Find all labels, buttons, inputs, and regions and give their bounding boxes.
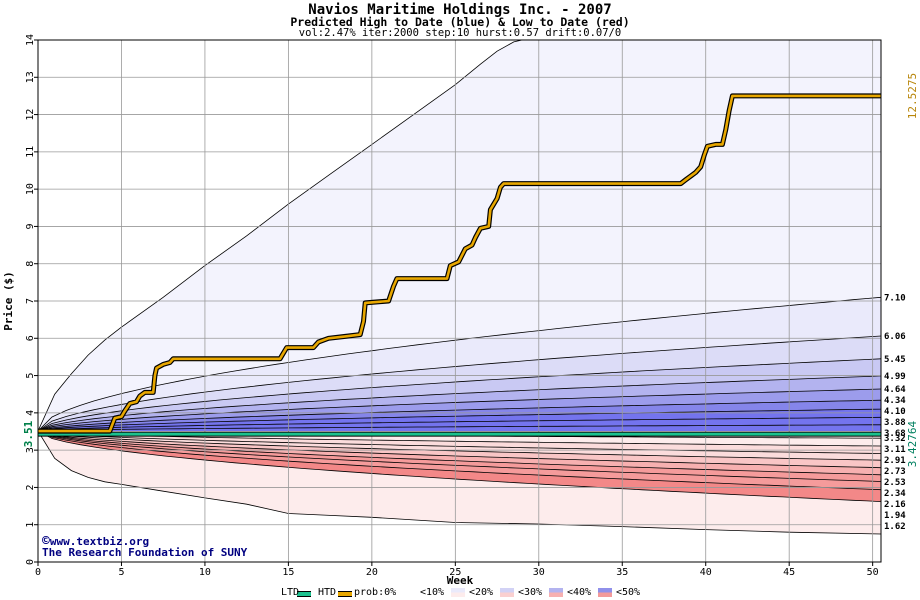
y-tick-label: 11 xyxy=(25,146,36,158)
band-end-label: 7.10 xyxy=(884,293,906,303)
x-tick-label: 35 xyxy=(616,567,628,578)
y-tick-label: 2 xyxy=(25,484,36,490)
x-tick-label: 10 xyxy=(199,567,211,578)
x-tick-label: 45 xyxy=(783,567,795,578)
chart-subtitle: Predicted High to Date (blue) & Low to D… xyxy=(290,15,630,29)
legend-prob-50: <50% xyxy=(616,587,641,598)
credit-url[interactable]: www.textbiz.org xyxy=(49,535,150,548)
band-end-label: 3.88 xyxy=(884,418,906,428)
band-boundary xyxy=(38,430,881,447)
band-end-labels: 7.10 6.06 5.45 4.99 4.644.344.103.883.683.32… xyxy=(884,293,906,532)
chart-title: Navios Maritime Holdings Inc. - 2007 xyxy=(308,2,612,18)
y-tick-label: 7 xyxy=(25,298,36,304)
y-tick-label: 10 xyxy=(25,183,36,195)
band-end-label: 2.91 xyxy=(884,456,906,466)
band-boundary xyxy=(38,408,881,432)
band-end-label: 5.45 xyxy=(884,355,906,365)
x-tick-label: 40 xyxy=(700,567,712,578)
htd-swatch xyxy=(338,591,352,597)
y-tick-label: 4 xyxy=(25,410,36,416)
x-tick-label: 5 xyxy=(118,567,124,578)
band-end-label: 4.64 xyxy=(884,385,906,395)
band-boundary xyxy=(38,416,881,432)
y-tick-label: 13 xyxy=(25,71,36,83)
band-boundary xyxy=(38,335,881,432)
band-boundary xyxy=(38,430,881,454)
band-boundary xyxy=(38,296,881,432)
band-end-label: 1.94 xyxy=(884,511,906,521)
band-boundary xyxy=(38,388,881,432)
credit-url-line: ©www.textbiz.org xyxy=(42,534,149,549)
legend: LTD HTD prob:0% <10% <20% <30% <40% <50% xyxy=(0,587,920,600)
band-end-label: 2.73 xyxy=(884,467,906,477)
band-end-label: 4.99 xyxy=(884,372,906,382)
band-end-label: 3.32 xyxy=(884,434,906,444)
prob-0-swatch xyxy=(402,588,416,597)
band-end-label: 4.34 xyxy=(884,396,906,406)
end-high-value: 12.5275 xyxy=(906,73,919,119)
band-boundary xyxy=(38,424,881,432)
end-low-value: 3.42764 xyxy=(906,420,919,467)
x-tick-label: 50 xyxy=(867,567,879,578)
legend-prob-40: <40% xyxy=(567,587,592,598)
y-tick-label: 9 xyxy=(25,223,36,229)
band-boundary xyxy=(38,430,881,469)
prob-30-swatch xyxy=(549,588,563,597)
x-tick-label: 20 xyxy=(366,567,378,578)
prob-10-swatch xyxy=(451,588,465,597)
prediction-lines xyxy=(38,93,881,437)
band-end-label: 3.11 xyxy=(884,445,906,455)
band-boundary xyxy=(38,375,881,432)
high-outer-boundary xyxy=(38,40,523,432)
prob-20-swatch xyxy=(500,588,514,597)
y-tick-label: 8 xyxy=(25,261,36,267)
start-price-label: 3.51 xyxy=(22,420,35,447)
legend-htd: HTD xyxy=(318,587,337,598)
band-end-label: 2.34 xyxy=(884,489,906,499)
prob-40-swatch xyxy=(598,588,612,597)
low-outer-boundary xyxy=(38,430,881,535)
y-tick-label: 1 xyxy=(25,522,36,528)
band-end-label: 6.06 xyxy=(884,332,906,342)
band-end-label: 2.53 xyxy=(884,478,906,488)
x-tick-label: 15 xyxy=(282,567,294,578)
band-boundary xyxy=(38,430,881,461)
legend-prob-10: <10% xyxy=(420,587,445,598)
high-band-fill xyxy=(38,424,881,432)
legend-prob-0: prob:0% xyxy=(354,587,397,598)
y-tick-label: 12 xyxy=(25,109,36,121)
band-end-label: 4.10 xyxy=(884,407,906,417)
y-tick-label: 0 xyxy=(25,559,36,565)
legend-prob-20: <20% xyxy=(469,587,494,598)
band-boundary xyxy=(38,430,881,491)
y-axis-label: Price ($) xyxy=(2,271,15,331)
band-boundary xyxy=(38,358,881,432)
band-boundary xyxy=(38,399,881,432)
x-tick-label: 30 xyxy=(533,567,545,578)
legend-prob-30: <30% xyxy=(518,587,543,598)
x-axis-label: Week xyxy=(447,574,474,587)
copyright-icon: © xyxy=(42,534,50,549)
chart-parameters: vol:2.47% iter:2000 step:10 hurst:0.57 d… xyxy=(298,27,622,39)
band-end-label: 1.62 xyxy=(884,522,906,532)
credit-organization: The Research Foundation of SUNY xyxy=(42,546,248,559)
band-boundary xyxy=(38,430,881,476)
band-end-label: 3.68 xyxy=(884,429,906,439)
y-tick-label: 6 xyxy=(25,335,36,341)
x-tick-label: 0 xyxy=(35,567,41,578)
x-tick-label: 25 xyxy=(449,567,461,578)
probability-bands xyxy=(38,40,881,535)
high-to-date-line xyxy=(38,94,881,433)
band-boundary xyxy=(38,430,881,502)
y-tick-label: 5 xyxy=(25,373,36,379)
y-tick-label: 3 xyxy=(25,447,36,453)
grid-lines xyxy=(38,40,881,562)
y-tick-label: 14 xyxy=(25,34,36,46)
band-end-label: 2.16 xyxy=(884,500,906,510)
legend-ltd: LTD xyxy=(281,587,300,598)
ltd-swatch xyxy=(297,591,311,597)
